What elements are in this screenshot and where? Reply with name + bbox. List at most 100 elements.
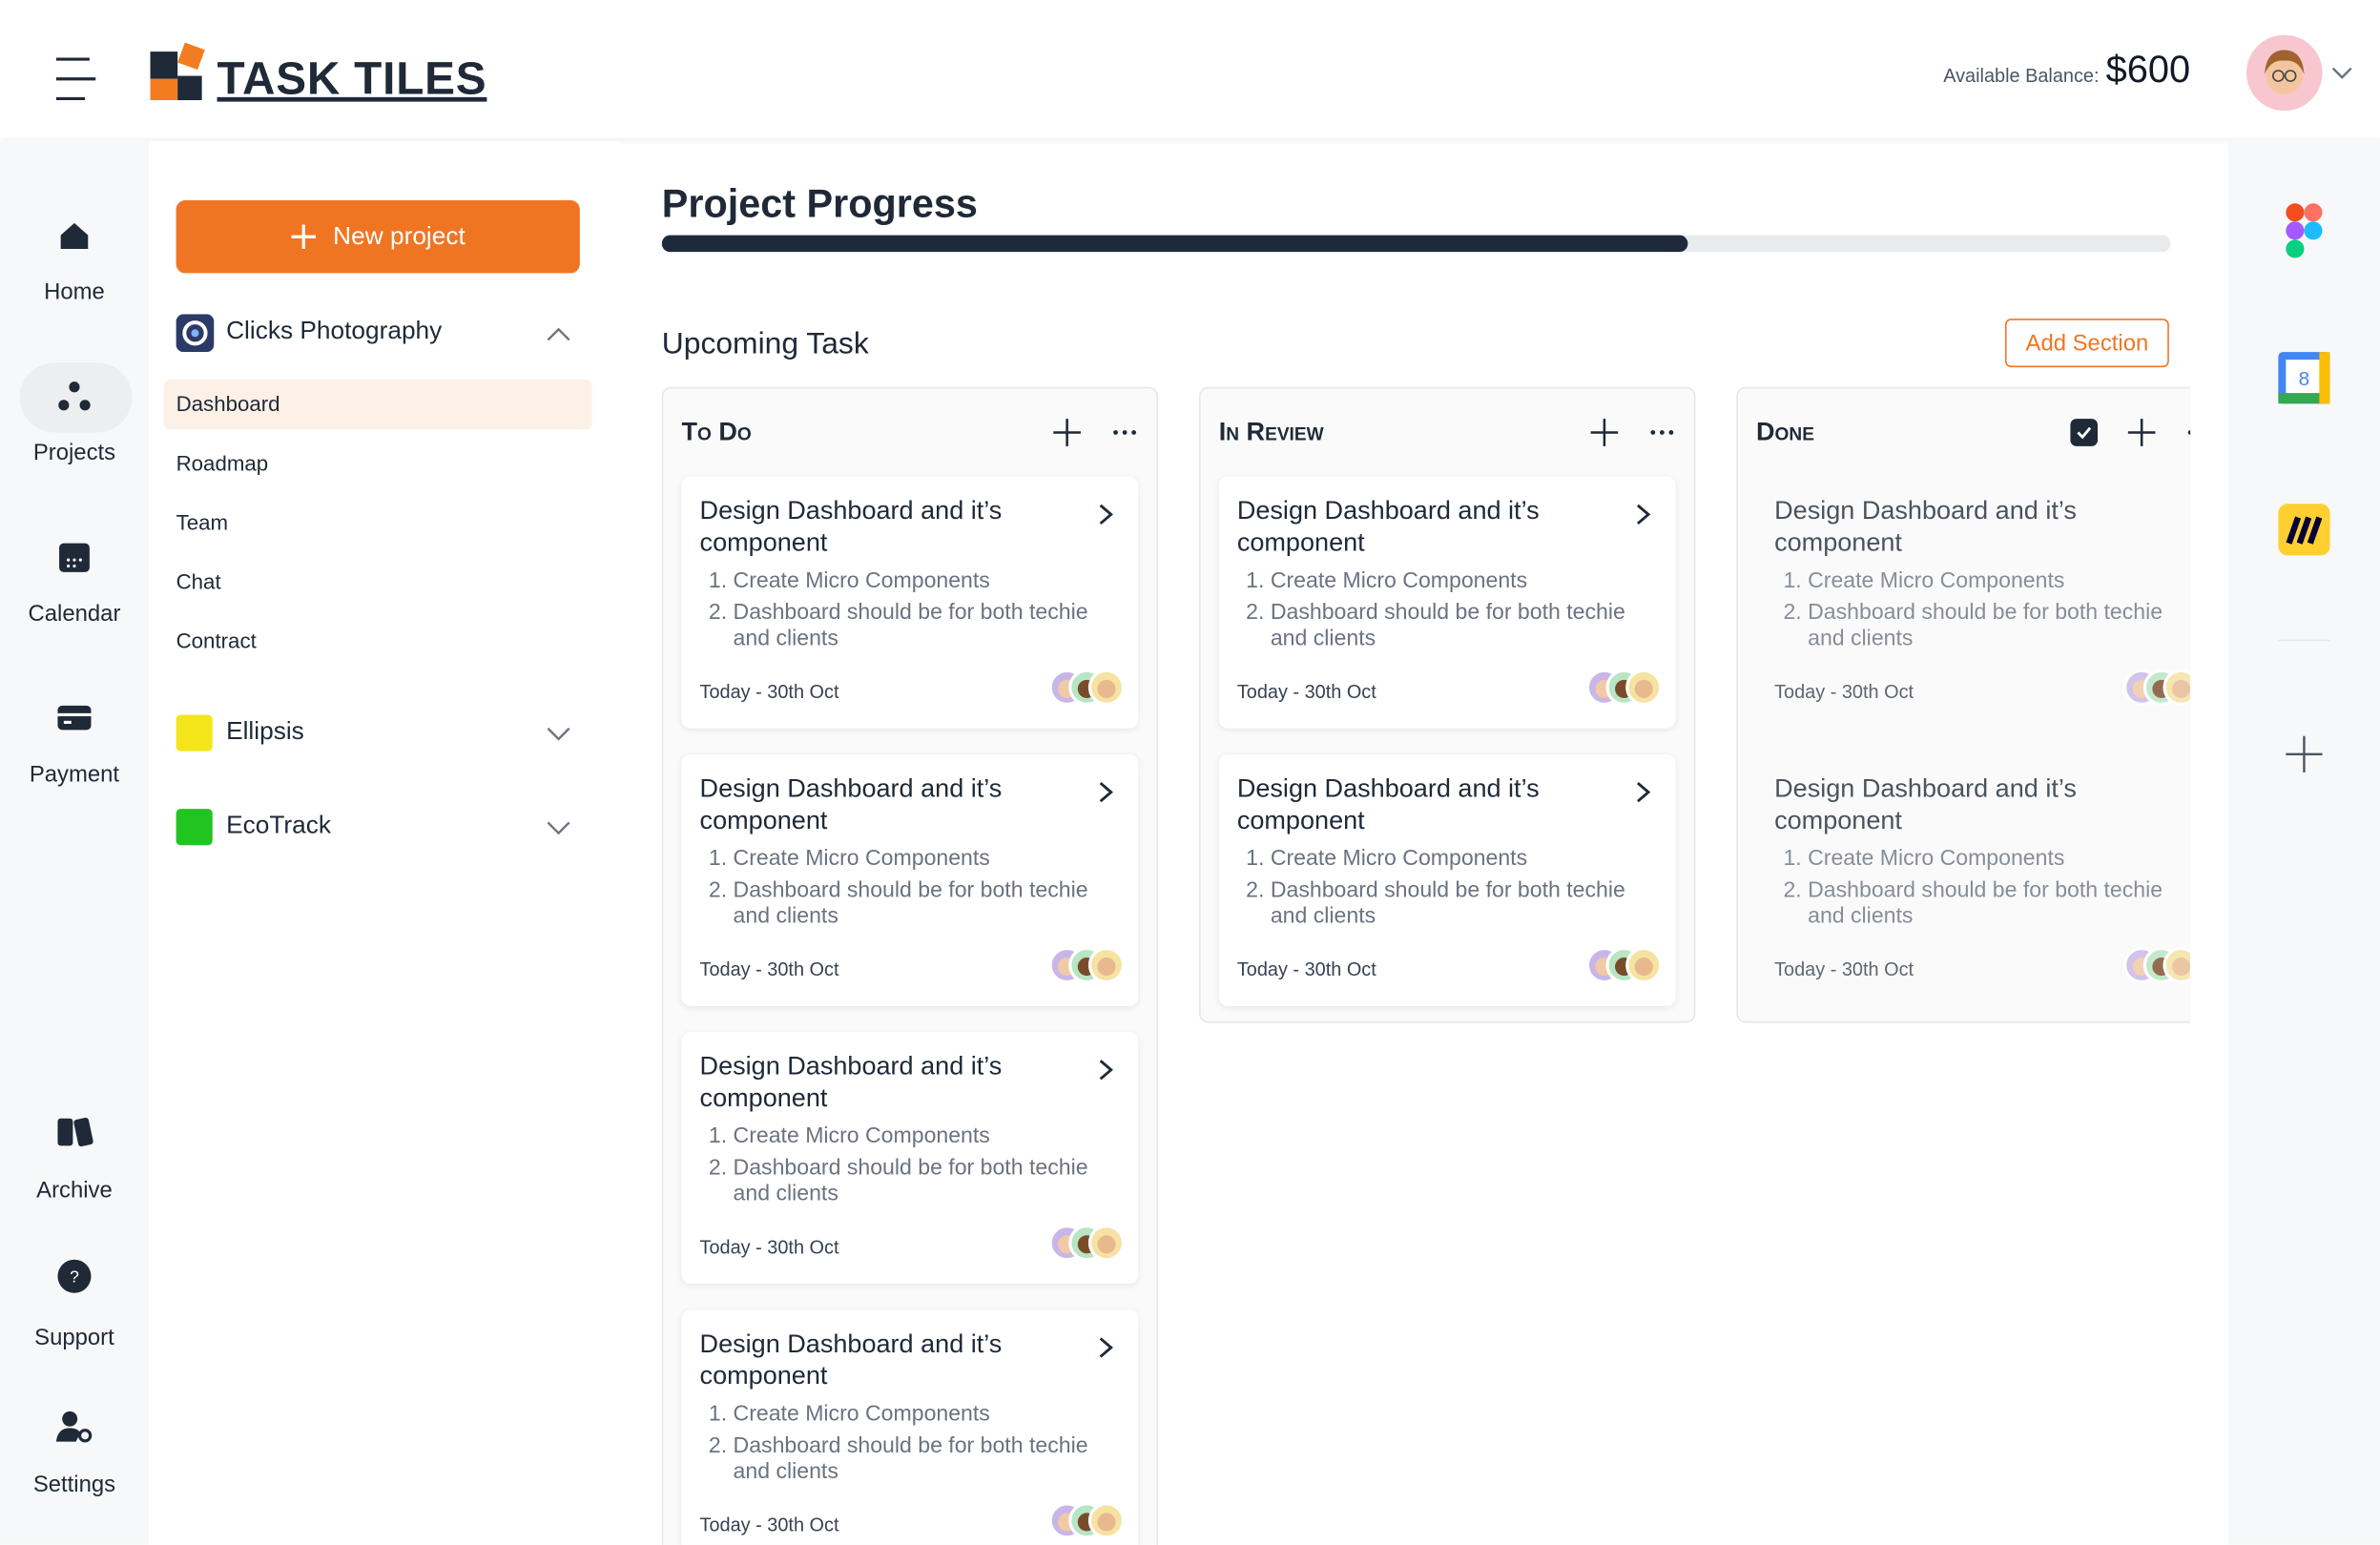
column-actions[interactable] xyxy=(1052,418,1143,448)
card-item: Dashboard should be for both techie and … xyxy=(734,878,1121,930)
main: Project Progress Upcoming Task Add Section… xyxy=(661,141,2191,1545)
nav-label[interactable]: Projects xyxy=(32,440,116,466)
card-item: Create Micro Components xyxy=(1808,847,2190,873)
task-card[interactable]: Design Dashboard and it’s component Creat… xyxy=(1756,753,2191,1006)
card-date: Today - 30th Oct xyxy=(1236,681,1376,703)
card-items: Create Micro Components Dashboard should … xyxy=(1237,847,1658,931)
column-actions[interactable] xyxy=(1589,418,1680,448)
card-title: Design Dashboard and it’s component xyxy=(1774,496,2077,557)
project-name[interactable]: Clicks Photography xyxy=(226,317,443,345)
project-item[interactable]: Dashboard xyxy=(176,391,280,416)
project-toggle[interactable] xyxy=(547,325,570,343)
card-open[interactable] xyxy=(1097,1335,1115,1359)
kanban-column: Done Design Dashboard and it’s component C… xyxy=(1736,386,2191,1023)
assignee-avatars xyxy=(1048,946,1126,984)
card-items: Create Micro Components Dashboard should … xyxy=(1237,569,1658,653)
card-item: Dashboard should be for both techie and … xyxy=(734,601,1121,652)
card-open[interactable] xyxy=(1635,503,1653,526)
nav-icon-6[interactable] xyxy=(54,1407,93,1446)
nav-icon-0[interactable] xyxy=(54,216,93,255)
column-actions[interactable] xyxy=(2069,418,2191,448)
card-items: Create Micro Components Dashboard should … xyxy=(1774,569,2190,653)
assignee-avatars xyxy=(1585,946,1663,984)
figma-icon[interactable] xyxy=(2286,203,2323,258)
card-title: Design Dashboard and it’s component xyxy=(699,1329,1003,1390)
card-date: Today - 30th Oct xyxy=(1774,681,1914,703)
page-title: Project Progress xyxy=(661,180,978,227)
card-title: Design Dashboard and it’s component xyxy=(1236,773,1540,835)
calendar-icon[interactable]: 8 xyxy=(2278,352,2330,404)
card-items: Create Micro Components Dashboard should … xyxy=(700,569,1121,653)
card-open[interactable] xyxy=(1097,780,1115,804)
project-item[interactable]: Team xyxy=(176,509,229,535)
card-item: Dashboard should be for both techie and … xyxy=(1271,878,1658,930)
balance-value: $600 xyxy=(2105,48,2191,92)
card-item: Create Micro Components xyxy=(734,569,1121,595)
nav-icon-2[interactable] xyxy=(54,537,93,576)
nav-label[interactable]: Payment xyxy=(29,761,120,788)
menu-button[interactable] xyxy=(52,54,100,103)
task-card[interactable]: Design Dashboard and it’s component Creat… xyxy=(1756,476,2191,729)
user-avatar[interactable] xyxy=(2245,34,2368,114)
logo-icon xyxy=(150,42,205,101)
project-item[interactable]: Roadmap xyxy=(176,450,269,476)
assignee-avatars xyxy=(2123,946,2191,984)
miro-icon[interactable] xyxy=(2278,504,2330,556)
task-card[interactable]: Design Dashboard and it’s component Creat… xyxy=(681,1032,1139,1285)
balance: Available Balance: $600 xyxy=(1943,49,2190,93)
project-toggle[interactable] xyxy=(547,819,570,837)
nav-icon-3[interactable] xyxy=(54,698,93,737)
new-project-label: New project xyxy=(333,222,466,250)
card-open[interactable] xyxy=(1097,503,1115,526)
project-swatch xyxy=(176,714,213,752)
task-card[interactable]: Design Dashboard and it’s component Creat… xyxy=(1218,476,1676,729)
task-card[interactable]: Design Dashboard and it’s component Creat… xyxy=(681,1309,1139,1545)
brand: TASK TILES xyxy=(217,54,487,105)
card-date: Today - 30th Oct xyxy=(699,681,839,703)
task-card[interactable]: Design Dashboard and it’s component Creat… xyxy=(1218,753,1676,1006)
nav-label[interactable]: Settings xyxy=(32,1472,116,1498)
project-item[interactable]: Chat xyxy=(176,568,221,594)
nav-label[interactable]: Support xyxy=(34,1325,114,1351)
card-date: Today - 30th Oct xyxy=(699,1236,839,1259)
task-card[interactable]: Design Dashboard and it’s component Creat… xyxy=(681,476,1139,729)
nav-icon-1[interactable] xyxy=(54,377,93,416)
project-name[interactable]: EcoTrack xyxy=(226,812,332,839)
card-date: Today - 30th Oct xyxy=(699,958,839,980)
project-swatch xyxy=(176,809,213,846)
nav-icon-4[interactable] xyxy=(54,1112,93,1151)
plus-icon xyxy=(292,224,317,249)
card-open[interactable] xyxy=(1635,780,1653,804)
card-date: Today - 30th Oct xyxy=(1236,958,1376,980)
new-project-button[interactable]: New project xyxy=(176,200,580,274)
card-item: Dashboard should be for both techie and … xyxy=(734,1156,1121,1207)
column-title: Done xyxy=(1756,417,1814,446)
nav-label[interactable]: Home xyxy=(44,278,105,305)
card-item: Create Micro Components xyxy=(734,847,1121,873)
card-open[interactable] xyxy=(1097,1058,1115,1082)
card-item: Create Micro Components xyxy=(1808,569,2190,595)
project-sidebar xyxy=(148,140,620,1545)
project-name[interactable]: Ellipsis xyxy=(226,717,304,746)
kanban-column: To Do Design Dashboard and it’s component… xyxy=(661,386,1159,1545)
project-item[interactable]: Contract xyxy=(176,628,257,653)
nav-highlight xyxy=(19,362,133,433)
card-item: Create Micro Components xyxy=(1271,569,1658,595)
add-section-button[interactable]: Add Section xyxy=(2004,319,2169,368)
project-toggle[interactable] xyxy=(547,726,570,744)
nav-label[interactable]: Calendar xyxy=(28,601,121,628)
progress-fill xyxy=(661,235,1688,253)
nav-icon-5[interactable]: ? xyxy=(54,1258,93,1297)
card-items: Create Micro Components Dashboard should … xyxy=(1774,847,2190,931)
assignee-avatars xyxy=(1048,669,1126,706)
balance-label: Available Balance: xyxy=(1943,65,2100,87)
kanban-column: In Review Design Dashboard and it’s compo… xyxy=(1199,386,1696,1023)
nav-label[interactable]: Archive xyxy=(36,1177,113,1204)
active-item-bg xyxy=(163,379,592,430)
app-icons: 8 xyxy=(2278,203,2330,772)
add-app[interactable] xyxy=(2286,735,2323,772)
card-item: Dashboard should be for both techie and … xyxy=(1808,601,2190,652)
svg-text:8: 8 xyxy=(2299,368,2310,390)
task-card[interactable]: Design Dashboard and it’s component Creat… xyxy=(681,753,1139,1006)
